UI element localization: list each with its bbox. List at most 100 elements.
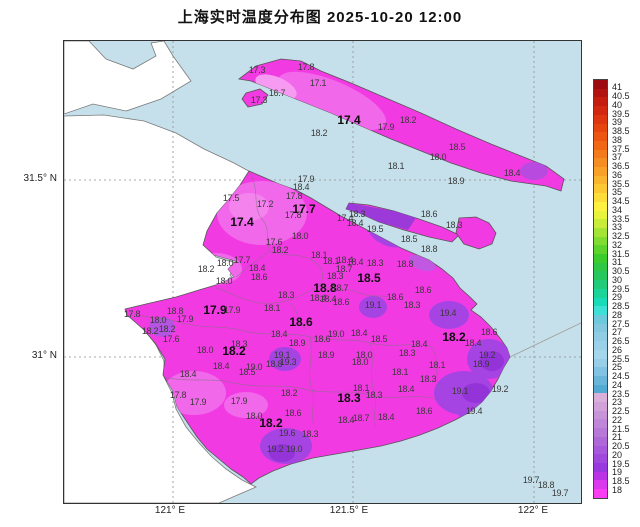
legend-tick-label: 29.5 [612, 283, 630, 294]
station-temp-label: 18.3 [326, 271, 344, 281]
legend-tick-label: 23 [612, 397, 623, 408]
legend-color-segment [594, 175, 607, 185]
legend-color-segment [594, 262, 607, 272]
station-temp-label: 18.2 [310, 128, 328, 138]
station-temp-label: 18.1 [352, 383, 370, 393]
station-temp-label: 18.2 [222, 344, 246, 358]
station-temp-label: 18.1 [387, 161, 405, 171]
legend-color-segment [594, 480, 607, 490]
legend-color-segment [594, 445, 607, 455]
legend-tick-label: 41 [612, 82, 623, 93]
legend-color-segment [594, 323, 607, 333]
station-temp-label: 18.2 [271, 245, 289, 255]
station-temp-label: 18.8 [396, 259, 414, 269]
legend-tick-label: 25 [612, 362, 623, 373]
legend-color-segment [594, 419, 607, 429]
legend-tick-label: 26 [612, 344, 623, 355]
station-temp-label: 18.6 [480, 327, 498, 337]
station-temp-label: 18.0 [291, 231, 309, 241]
station-temp-label: 18.7 [335, 264, 353, 274]
legend-color-segment [594, 254, 607, 263]
station-temp-label: 18.6 [386, 292, 404, 302]
page-title: 上海实时温度分布图 2025-10-20 12:00 [177, 9, 463, 26]
legend-tick-label: 36.5 [612, 161, 630, 171]
station-temp-label: 18.1 [428, 360, 446, 370]
station-temp-label: 18.4 [309, 293, 327, 303]
station-temp-label: 18.3 [445, 220, 463, 230]
station-temp-label: 18.8 [166, 306, 184, 316]
station-temp-label: 19.1 [364, 300, 382, 310]
station-temp-label: 17.5 [222, 193, 240, 203]
station-temp-label: 17.3 [250, 95, 268, 105]
legend-tick-label: 40.5 [612, 91, 630, 101]
station-temp-label: 18.4 [350, 328, 368, 338]
station-temp-label: 18.4 [292, 182, 310, 192]
legend-tick-label: 37.5 [612, 143, 630, 154]
legend-color-segment [594, 80, 607, 89]
legend-tick-label: 31 [612, 257, 623, 268]
station-temp-label: 16.7 [268, 88, 286, 98]
station-temp-label: 19.2 [478, 350, 496, 360]
station-temp-label: 18.6 [332, 297, 350, 307]
legend-color-segment [594, 201, 607, 211]
legend-color-segment [594, 393, 607, 403]
legend-tick-label: 27 [612, 327, 623, 338]
station-temp-label: 17.4 [230, 215, 254, 229]
station-temp-label: 18.2 [280, 388, 298, 398]
station-temp-label: 18.1 [310, 250, 328, 260]
station-temp-label: 19.0 [285, 444, 303, 454]
station-temp-label: 17.6 [265, 237, 283, 247]
station-temp-label: 18.4 [270, 329, 288, 339]
legend-color-bar [593, 79, 608, 499]
legend-color-segment [594, 149, 607, 159]
station-temp-label: 19.0 [245, 362, 263, 372]
station-temp-label: 17.8 [123, 309, 141, 319]
station-temp-label: 19.2 [491, 384, 509, 394]
station-temp-label: 18.3 [277, 290, 295, 300]
legend-color-segment [594, 227, 607, 237]
station-temp-label: 17.8 [285, 191, 303, 201]
legend-tick-label: 33.5 [612, 213, 630, 224]
station-temp-label: 18.3 [419, 374, 437, 384]
station-temp-label: 18.9 [288, 338, 306, 348]
map-frame: 17.3 17.8 17.1 16.7 17.3 17.4 17.9 18.2 18.2 18.5… [63, 40, 582, 504]
station-temp-label: 18.7 [352, 413, 370, 423]
station-temp-label: 18.2 [442, 330, 466, 344]
legend-color-segment [594, 384, 607, 394]
legend-tick-label: 27.5 [612, 318, 630, 329]
legend-color-segment [594, 236, 607, 246]
legend-tick-label: 25.5 [612, 353, 630, 364]
legend-color-segment [594, 184, 607, 194]
legend-color-segment [594, 167, 607, 176]
x-tick-label: 121° E [154, 505, 186, 516]
station-temp-label: 18.3 [398, 348, 416, 358]
legend-color-segment [594, 471, 607, 481]
station-temp-label: 18.0 [216, 258, 234, 268]
legend-tick-label: 24.5 [612, 371, 630, 381]
station-temp-label: 18.0 [215, 276, 233, 286]
station-temp-label: 18.4 [248, 263, 266, 273]
station-temp-label: 19.7 [522, 475, 540, 485]
station-temp-label: 18.9 [447, 176, 465, 186]
station-temp-label: 19.0 [327, 329, 345, 339]
chongming-island [238, 58, 565, 192]
legend-color-segment [594, 132, 607, 141]
station-temp-label: 19.6 [278, 428, 296, 438]
station-temp-label: 18.6 [284, 408, 302, 418]
station-temp-label: 18.0 [196, 345, 214, 355]
station-layer: 17.3 17.8 17.1 16.7 17.3 17.4 17.9 18.2 18.2 18.5… [64, 41, 581, 503]
hengsha-island [455, 216, 497, 250]
legend-tick-label: 34.5 [612, 196, 630, 206]
legend-color-segment [594, 106, 607, 115]
station-temp-label: 18.5 [238, 367, 256, 377]
legend-color-segment [594, 306, 607, 315]
station-temp-label: 18.8 [537, 480, 555, 490]
small-islet [241, 88, 269, 108]
station-temp-label: 19.5 [366, 224, 384, 234]
legend-tick-label: 20.5 [612, 441, 630, 451]
station-temp-label: 18.4 [397, 384, 415, 394]
station-temp-label: 18.8 [313, 281, 337, 295]
station-temp-label: 19.3 [279, 357, 297, 367]
legend-tick-label: 29 [612, 292, 623, 303]
